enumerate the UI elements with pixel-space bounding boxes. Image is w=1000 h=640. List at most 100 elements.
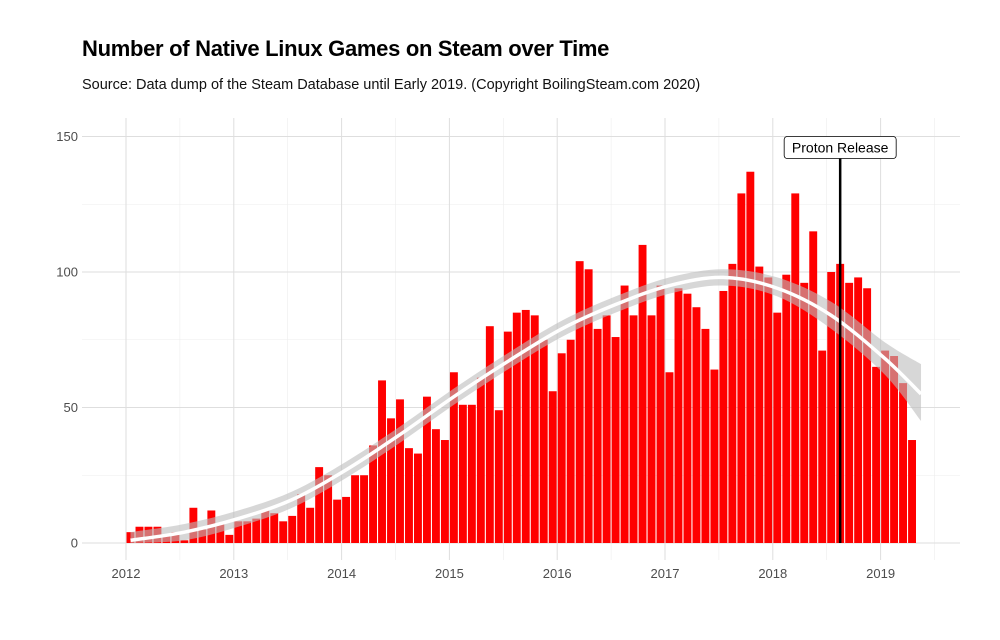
bar [324,475,333,543]
bar [728,263,737,543]
annotation-label: Proton Release [792,140,889,156]
bar [539,339,548,543]
bar [908,440,916,543]
bar [360,475,369,543]
bar [306,507,315,543]
confidence-band-area [130,269,922,543]
bar [458,404,467,543]
bar [827,272,836,543]
bar [665,372,674,543]
bar [297,494,306,543]
bar [270,513,279,543]
bar [890,356,899,543]
y-tick-label: 0 [71,536,78,551]
bar [252,518,261,543]
bar [773,312,782,543]
bar [476,377,485,543]
bar [351,475,360,543]
bar [414,453,422,543]
bar [521,309,530,543]
bar [809,231,818,543]
bar [611,337,620,543]
bar [440,440,449,543]
bar [548,391,557,543]
bar [674,288,683,543]
x-tick-label: 2014 [327,566,356,581]
confidence-band [130,269,922,543]
trend-line-path [130,275,923,543]
bar [764,277,773,543]
bar [872,366,881,543]
bar [791,193,800,543]
bar [584,269,593,543]
chart-title: Number of Native Linux Games on Steam ov… [82,36,610,61]
x-tick-label: 2015 [435,566,464,581]
x-tick-label: 2012 [112,566,141,581]
bar [216,524,225,543]
bar [656,285,665,543]
bar [288,515,297,543]
bar [234,521,243,543]
bar [467,404,476,543]
bar [512,312,521,543]
bar [710,369,719,543]
bar [818,350,827,543]
bar [494,410,503,543]
bar [854,277,863,543]
bar [503,331,512,543]
bar [279,521,288,543]
trend-line [130,275,923,543]
bar [755,266,764,543]
bar [881,350,890,543]
bar [396,399,404,543]
bar [629,315,638,543]
bar [557,353,566,543]
bar [593,328,602,543]
bar [225,534,234,543]
bar [431,429,440,543]
bar [566,339,575,543]
bar [863,288,872,543]
x-tick-label: 2017 [651,566,680,581]
bar [575,261,584,543]
x-tick-label: 2019 [866,566,895,581]
y-tick-label: 50 [64,400,78,415]
bar [180,540,189,543]
bar [369,445,377,543]
bar [692,307,701,543]
annotation: Proton Release [783,136,897,543]
bar [387,418,395,543]
bar [243,521,252,543]
bar [422,396,431,543]
bar [737,193,746,543]
x-tick-label: 2016 [543,566,572,581]
bar [602,315,611,543]
bars [126,171,916,544]
bar [449,372,458,543]
x-tick-label: 2013 [219,566,248,581]
y-tick-label: 100 [56,265,78,280]
bar [485,326,494,543]
bar [746,171,755,544]
bar [683,293,692,543]
bar [342,496,351,543]
bar [620,285,629,543]
bar [261,510,270,543]
chart-subtitle: Source: Data dump of the Steam Database … [82,77,701,93]
annotation-label-box [783,136,897,159]
bar [899,383,908,543]
bar [782,274,791,543]
bar [405,448,413,543]
x-tick-label: 2018 [758,566,787,581]
bar [530,315,539,543]
bar [378,380,386,543]
bar [647,315,656,543]
bar [701,328,710,543]
bar [638,244,647,543]
bar [800,282,809,543]
axes: 0 50 100 150 2012 2013 2014 2015 2016 2017 2018 201… [56,129,895,581]
bar [333,499,342,543]
bar [315,467,324,543]
y-tick-label: 150 [56,129,78,144]
